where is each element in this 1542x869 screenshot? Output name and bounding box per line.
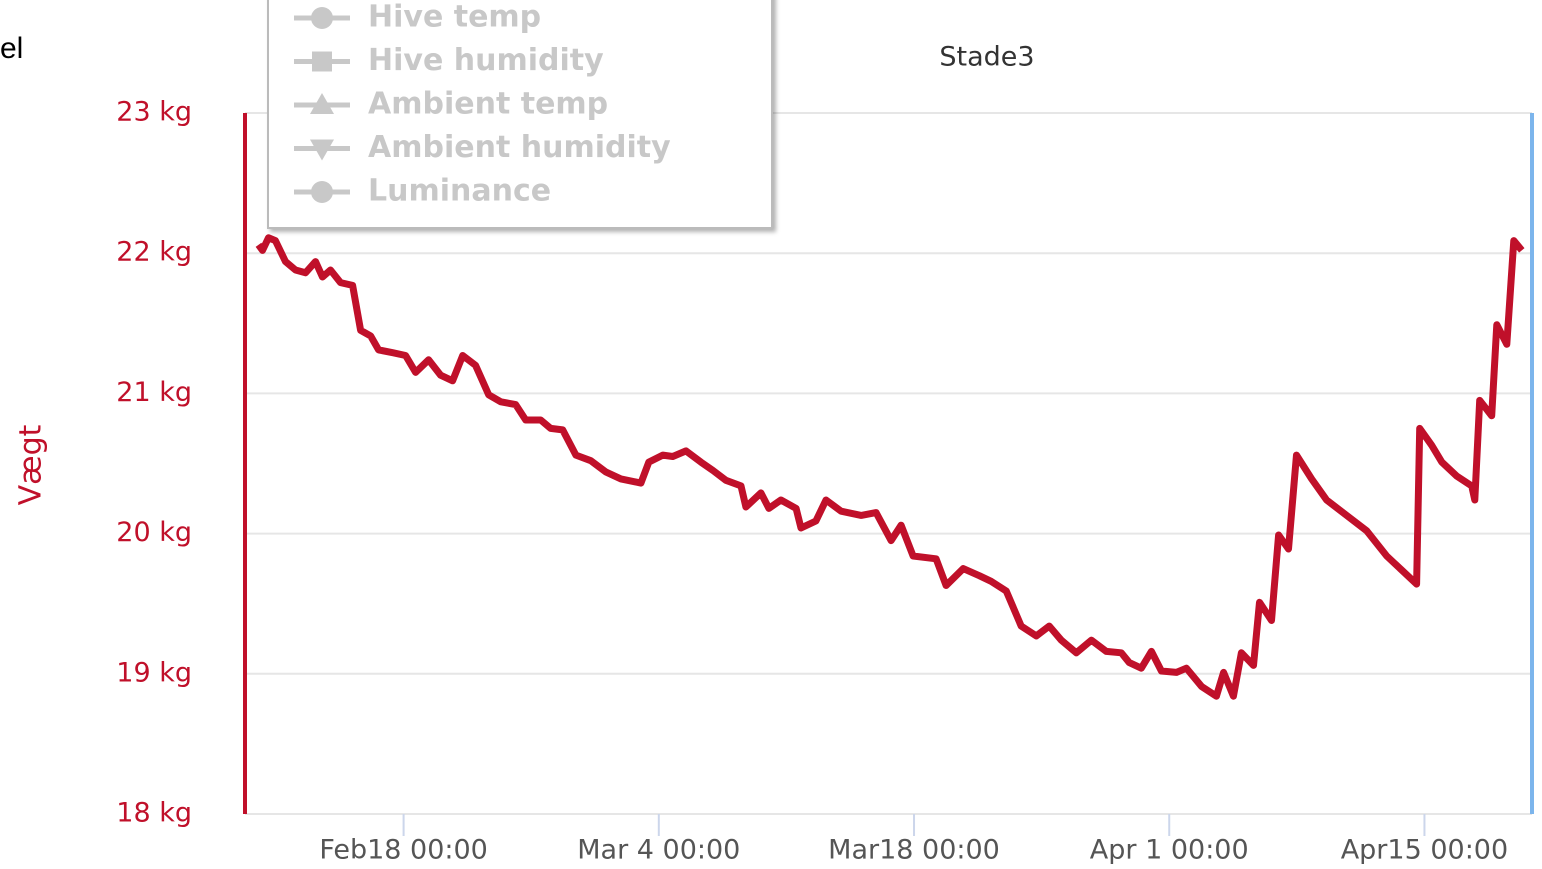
x-tick-label: Mar18 00:00 xyxy=(828,835,1000,866)
y-tick-label: 18 kg xyxy=(116,798,192,829)
x-tick-label: Mar 4 00:00 xyxy=(577,835,740,866)
legend-marker xyxy=(311,181,333,203)
y-axis-title: Vægt xyxy=(14,424,49,505)
legend-label: Ambient humidity xyxy=(368,130,671,165)
legend-label: Hive humidity xyxy=(368,43,604,78)
y-tick-label: 22 kg xyxy=(116,237,192,268)
legend-box xyxy=(267,0,773,229)
legend-marker xyxy=(311,7,333,29)
y-tick-label: 20 kg xyxy=(116,517,192,548)
chart-title: Stade3 xyxy=(939,42,1034,73)
series-line xyxy=(255,234,1525,700)
legend: Hive temp Hive humidity Ambient temp Ambien… xyxy=(267,0,773,229)
x-tick-label: Apr 1 00:00 xyxy=(1090,835,1249,866)
legend-label: Ambient temp xyxy=(368,87,608,122)
y-tick-label: 21 kg xyxy=(116,377,192,408)
legend-marker xyxy=(312,51,332,72)
legend-label: Hive temp xyxy=(368,0,541,35)
legend-marker xyxy=(310,139,334,161)
legend-label: Luminance xyxy=(368,174,551,209)
x-tick-label: Feb18 00:00 xyxy=(319,835,488,866)
legend-marker xyxy=(310,93,334,114)
y-tick-label: 23 kg xyxy=(116,97,192,128)
y-tick-label: 19 kg xyxy=(116,657,192,688)
x-tick-label: Apr15 00:00 xyxy=(1341,835,1508,866)
cropped-text: el xyxy=(0,32,23,65)
